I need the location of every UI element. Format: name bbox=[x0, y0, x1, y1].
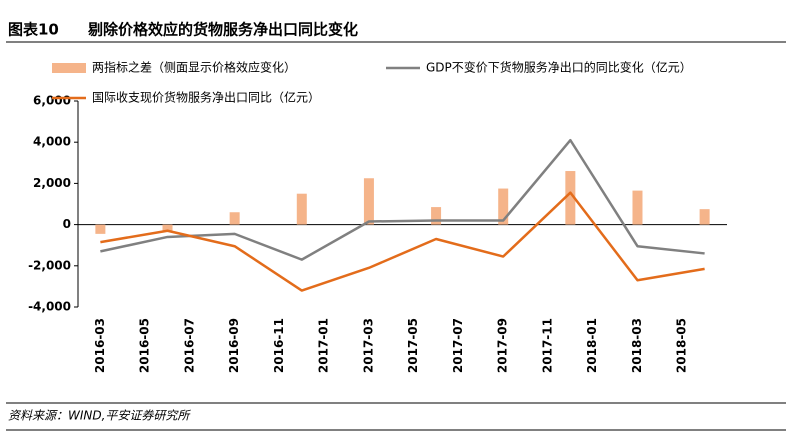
line bbox=[100, 138, 705, 261]
figure-label: 图表10 bbox=[8, 21, 59, 39]
bar bbox=[565, 171, 576, 225]
x-tick-label: 2017-01 bbox=[317, 318, 331, 373]
bar bbox=[632, 190, 643, 225]
y-tick-label: 6,000 bbox=[33, 94, 71, 108]
legend-swatch bbox=[52, 63, 86, 73]
y-tick-label: 2,000 bbox=[33, 176, 71, 190]
y-tick-label: -2,000 bbox=[28, 258, 71, 272]
x-tick-label: 2017-03 bbox=[361, 318, 375, 373]
x-tick-label: 2016-07 bbox=[182, 318, 196, 373]
x-tick-label: 2018-01 bbox=[585, 318, 599, 373]
bar bbox=[363, 178, 374, 225]
y-tick-label: 4,000 bbox=[33, 135, 71, 149]
x-tick-label: 2016-05 bbox=[138, 318, 152, 373]
x-tick-label: 2016-09 bbox=[227, 318, 241, 373]
x-tick-label: 2016-11 bbox=[272, 318, 286, 373]
bar bbox=[162, 224, 173, 231]
y-tick-label: 0 bbox=[63, 217, 71, 231]
legend-label: 两指标之差（侧面显示价格效应变化） bbox=[92, 60, 296, 75]
chart-title: 剔除价格效应的货物服务净出口同比变化 bbox=[87, 21, 358, 39]
x-tick-label: 2017-07 bbox=[451, 318, 465, 373]
bar bbox=[296, 193, 307, 225]
x-tick-label: 2017-09 bbox=[496, 318, 510, 373]
bar bbox=[431, 207, 442, 225]
bar bbox=[95, 224, 106, 234]
bar bbox=[229, 212, 240, 225]
bar bbox=[699, 209, 710, 225]
legend-label: 国际收支现价货物服务净出口同比（亿元） bbox=[92, 90, 320, 105]
legend-label: GDP不变价下货物服务净出口的同比变化（亿元） bbox=[426, 60, 692, 75]
x-tick-label: 2016-03 bbox=[93, 318, 107, 373]
x-tick-label: 2018-05 bbox=[675, 318, 689, 373]
x-tick-label: 2017-11 bbox=[540, 318, 554, 373]
line bbox=[100, 191, 705, 292]
source-note: 资料来源：WIND,平安证券研究所 bbox=[8, 409, 191, 423]
bar bbox=[498, 188, 509, 225]
x-tick-label: 2018-03 bbox=[630, 318, 644, 373]
x-tick-label: 2017-05 bbox=[406, 318, 420, 373]
y-tick-label: -4,000 bbox=[28, 300, 71, 314]
